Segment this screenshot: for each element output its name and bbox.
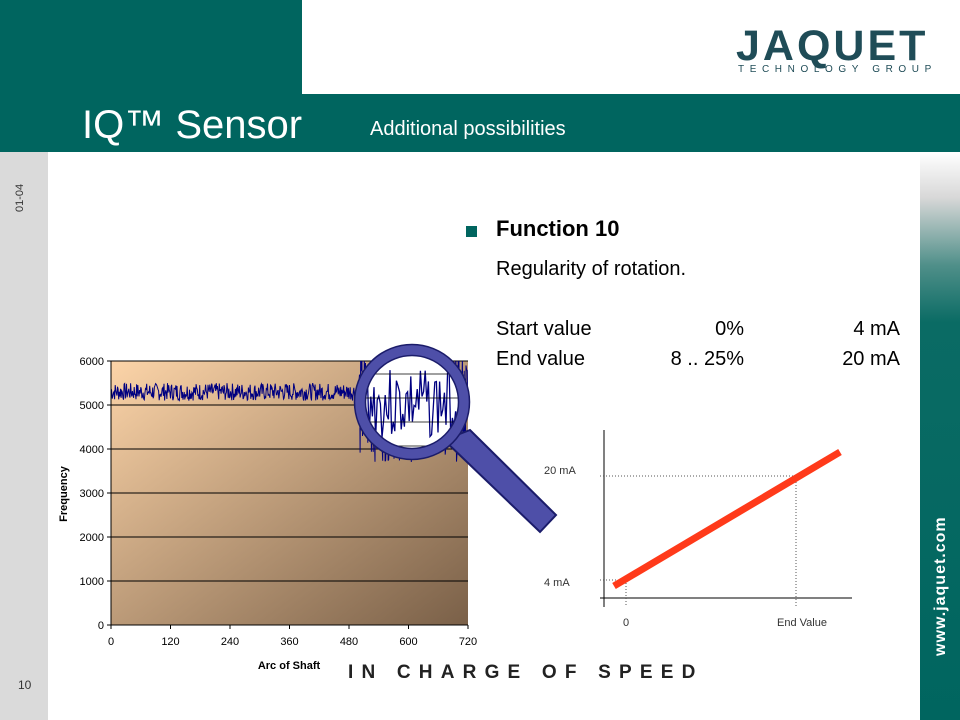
logo-wordmark: JAQUET xyxy=(736,22,929,70)
y-tick-label-0: 0 xyxy=(98,620,104,632)
end-value-row: End value 8 .. 25% 20 mA xyxy=(496,348,900,374)
function-heading: Function 10 xyxy=(496,216,620,241)
lens-rim xyxy=(354,344,470,460)
ma-output-line xyxy=(612,448,842,590)
header-band xyxy=(0,94,960,152)
y-axis-title: Frequency xyxy=(58,465,70,522)
lens-rim-inner xyxy=(364,354,460,450)
ma-label-20: 20 mA xyxy=(544,465,576,477)
x-tick-label-480: 480 xyxy=(340,636,358,648)
x-tick-label-360: 360 xyxy=(280,636,298,648)
x-tick-labels: 0 120 240 360 480 600 720 xyxy=(108,625,477,648)
magnified-series-line xyxy=(365,368,459,439)
x-tick-label-120: 120 xyxy=(161,636,179,648)
ma-label-endvalue: End Value xyxy=(777,617,827,629)
current-output-chart: 20 mA 4 mA 0 End Value xyxy=(544,430,852,629)
header-corner-block xyxy=(0,0,302,94)
x-tick-label-720: 720 xyxy=(459,636,477,648)
logo-subtitle: TECHNOLOGY GROUP xyxy=(738,64,937,75)
slide-title: IQ™ Sensor xyxy=(82,103,303,147)
tagline: IN CHARGE OF SPEED xyxy=(348,662,704,683)
ma-label-zero: 0 xyxy=(623,617,629,629)
y-tick-label-2000: 2000 xyxy=(80,532,104,544)
y-tick-label-4000: 4000 xyxy=(80,444,104,456)
start-value-row: Start value 0% 4 mA xyxy=(496,318,900,344)
y-tick-label-1000: 1000 xyxy=(80,576,104,588)
magnifier-handle xyxy=(442,428,558,534)
lens-rim-outer xyxy=(353,343,471,461)
x-tick-label-240: 240 xyxy=(221,636,239,648)
ma-label-4: 4 mA xyxy=(544,577,570,589)
y-tick-labels: 0 1000 2000 3000 4000 5000 6000 xyxy=(80,356,111,632)
start-value-label: Start value xyxy=(496,318,592,340)
end-value-label: End value xyxy=(496,348,585,370)
end-value-current: 20 mA xyxy=(842,348,900,370)
y-tick-label-5000: 5000 xyxy=(80,400,104,412)
x-tick-label-0: 0 xyxy=(108,636,114,648)
magnifying-glass-icon xyxy=(353,343,558,534)
y-tick-label-6000: 6000 xyxy=(80,356,104,368)
x-axis-title: Arc of Shaft xyxy=(258,660,321,672)
x-tick-label-600: 600 xyxy=(399,636,417,648)
bullet-square-icon xyxy=(466,226,477,237)
function-description: Regularity of rotation. xyxy=(496,258,687,280)
page-number: 10 xyxy=(18,678,32,692)
right-gradient-strip xyxy=(920,152,960,720)
jaquet-logo: JAQUET TECHNOLOGY GROUP xyxy=(736,24,940,80)
start-value-percent: 0% xyxy=(715,318,744,340)
end-value-percent: 8 .. 25% xyxy=(670,348,744,370)
start-value-current: 4 mA xyxy=(853,318,900,340)
y-tick-label-3000: 3000 xyxy=(80,488,104,500)
slide-subtitle: Additional possibilities xyxy=(370,118,566,140)
